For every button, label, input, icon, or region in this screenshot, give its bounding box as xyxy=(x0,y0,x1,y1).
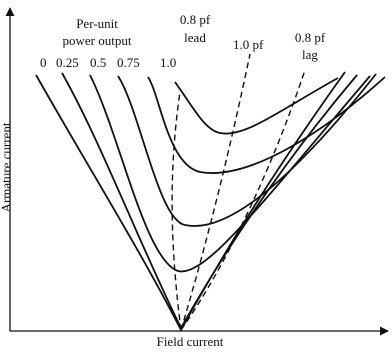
power-label-0: 0 xyxy=(40,55,47,70)
power-label-0.75: 0.75 xyxy=(117,55,140,70)
power-label-0.25: 0.25 xyxy=(56,55,79,70)
y-axis-label: Armature current xyxy=(0,98,14,238)
v-curve-power-1.0-top xyxy=(175,78,338,134)
legend-title-line2: power output xyxy=(52,33,142,48)
v-curve-power-1.0 xyxy=(148,77,385,173)
pf-lag-label-line2: lag xyxy=(285,47,335,62)
pf-line-1.0 xyxy=(181,54,250,330)
pf-lead-label-line1: 0.8 pf xyxy=(170,12,220,27)
legend-title-line1: Per-unit xyxy=(62,16,132,31)
power-label-1.0: 1.0 xyxy=(160,55,176,70)
pf-line-0.8-lead xyxy=(172,92,181,330)
pf-unity-label: 1.0 pf xyxy=(233,37,263,52)
v-curve-power-0.25 xyxy=(62,73,357,328)
x-axis-label: Field current xyxy=(130,334,250,349)
pf-lag-label-line1: 0.8 pf xyxy=(285,30,335,45)
power-label-0.5: 0.5 xyxy=(90,55,106,70)
pf-lead-label-line2: lead xyxy=(170,30,220,45)
